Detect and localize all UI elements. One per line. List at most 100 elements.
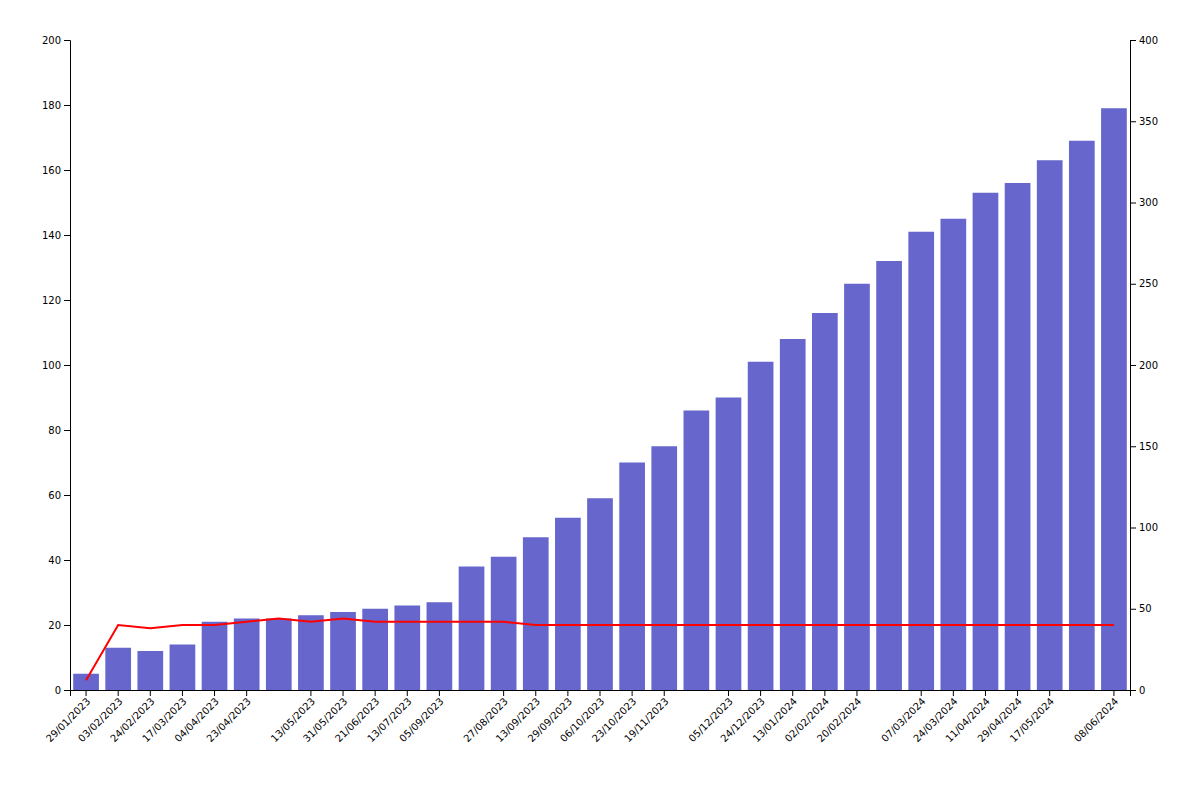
y-axis-line: [64, 41, 71, 691]
bar: [1069, 141, 1095, 690]
y2-tick-mark: [1130, 528, 1136, 529]
x-tick-mark: [728, 690, 729, 696]
x-tick-mark: [824, 690, 825, 696]
bar: [459, 567, 485, 691]
bar: [1101, 108, 1127, 690]
y2-tick: 0: [1130, 685, 1145, 696]
x-tick-mark: [1017, 690, 1018, 696]
bar: [202, 622, 228, 690]
line: [86, 619, 1114, 681]
bar: [394, 606, 420, 691]
bar: [1037, 160, 1063, 690]
y-tick-mark: [64, 365, 70, 366]
x-tick-mark: [664, 690, 665, 696]
x-tick-mark: [439, 690, 440, 696]
y2-tick-label: 400: [1139, 35, 1158, 46]
y-tick-mark: [64, 235, 70, 236]
y2-tick-mark: [1130, 203, 1136, 204]
x-tick: 08/06/2024: [1072, 690, 1121, 744]
y-tick-mark: [64, 625, 70, 626]
y2-tick-mark: [1130, 284, 1136, 285]
x-axis-line: [71, 691, 1131, 697]
bar: [780, 339, 806, 690]
bar: [266, 619, 292, 691]
y2-tick: 200: [1130, 360, 1158, 371]
y-tick-label: 40: [48, 555, 61, 566]
x-tick: 17/05/2024: [1008, 690, 1057, 744]
y-tick: 60: [48, 490, 70, 501]
bar: [844, 284, 870, 690]
x-axis: 29/01/202303/02/202324/02/202317/03/2023…: [44, 690, 1131, 744]
y2-tick: 50: [1130, 603, 1152, 614]
y2-tick-label: 50: [1139, 603, 1152, 614]
y-tick-mark: [64, 170, 70, 171]
y2-tick: 400: [1130, 35, 1158, 46]
y-tick-mark: [64, 560, 70, 561]
y-tick: 40: [48, 555, 70, 566]
y-tick: 200: [42, 35, 70, 46]
x-tick-mark: [600, 690, 601, 696]
y2-tick-label: 0: [1139, 685, 1145, 696]
y2-tick-label: 250: [1139, 278, 1158, 289]
plot-area: 29/01/202303/02/202324/02/202317/03/2023…: [42, 35, 1158, 744]
chart: 29/01/202303/02/202324/02/202317/03/2023…: [0, 0, 1200, 800]
y2-tick-label: 100: [1139, 522, 1158, 533]
x-tick-mark: [567, 690, 568, 696]
x-tick-label: 20/02/2024: [815, 696, 864, 745]
y2-tick-mark: [1130, 40, 1136, 41]
y-axis: 020406080100120140160180200: [42, 35, 71, 696]
bar: [427, 602, 453, 690]
y2-tick: 250: [1130, 278, 1158, 289]
x-tick: 19/11/2023: [622, 690, 671, 744]
bar: [684, 411, 710, 691]
y2-tick: 100: [1130, 522, 1158, 533]
y-tick-mark: [64, 300, 70, 301]
x-tick-label: 08/06/2024: [1072, 696, 1121, 745]
bar: [651, 446, 677, 690]
y-tick: 0: [55, 685, 70, 696]
y-tick-mark: [64, 690, 70, 691]
y-tick-label: 0: [55, 685, 61, 696]
bar: [523, 537, 549, 690]
x-tick-mark: [921, 690, 922, 696]
x-tick-mark: [985, 690, 986, 696]
bar: [940, 219, 966, 690]
y-tick: 80: [48, 425, 70, 436]
x-tick-mark: [375, 690, 376, 696]
x-tick-mark: [182, 690, 183, 696]
x-tick-mark: [535, 690, 536, 696]
x-tick-mark: [1049, 690, 1050, 696]
bar: [1005, 183, 1031, 690]
y-tick-label: 120: [42, 295, 61, 306]
y-tick: 160: [42, 165, 70, 176]
x-tick: 23/04/2023: [204, 690, 253, 744]
bar: [330, 612, 356, 690]
y2-tick-mark: [1130, 446, 1136, 447]
x-tick: 20/02/2024: [815, 690, 864, 744]
x-tick-mark: [503, 690, 504, 696]
y2-tick-mark: [1130, 121, 1136, 122]
bar: [812, 313, 838, 690]
y2-tick-label: 300: [1139, 197, 1158, 208]
y2-tick-label: 200: [1139, 360, 1158, 371]
bar-series: [73, 108, 1127, 690]
x-tick-mark: [150, 690, 151, 696]
y-tick: 140: [42, 230, 70, 241]
bar: [105, 648, 131, 690]
bar: [973, 193, 999, 690]
bar: [73, 674, 99, 690]
y2-tick-mark: [1130, 690, 1136, 691]
y-tick: 20: [48, 620, 70, 631]
bar: [908, 232, 934, 690]
x-tick-label: 23/04/2023: [204, 696, 253, 745]
x-tick-label: 17/05/2024: [1008, 696, 1057, 745]
x-tick-mark: [310, 690, 311, 696]
y-tick: 120: [42, 295, 70, 306]
y2-axis-line: [1131, 41, 1137, 691]
bar: [234, 619, 260, 691]
marks: [73, 108, 1127, 690]
x-tick-mark: [953, 690, 954, 696]
x-tick-mark: [118, 690, 119, 696]
y2-tick-label: 150: [1139, 441, 1158, 452]
bar: [298, 615, 324, 690]
